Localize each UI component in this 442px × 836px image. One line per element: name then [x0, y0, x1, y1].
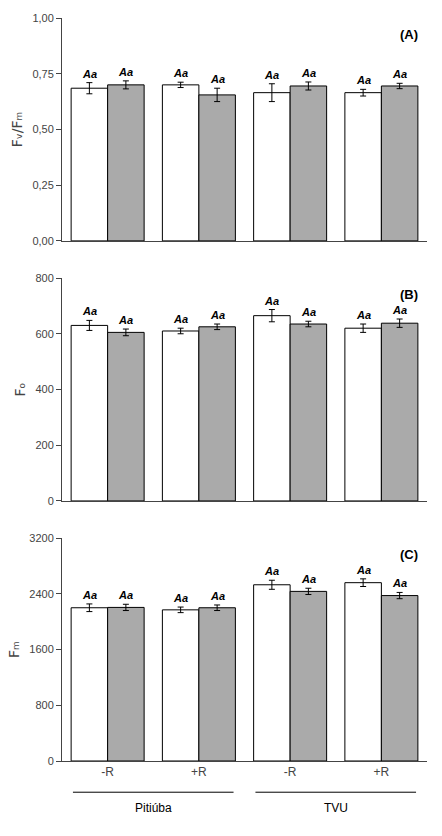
svg-text:Aa: Aa: [264, 69, 279, 81]
svg-text:Aa: Aa: [210, 73, 225, 85]
svg-text:Aa: Aa: [392, 304, 407, 316]
svg-text:-R: -R: [101, 765, 114, 779]
svg-text:Aa: Aa: [210, 309, 225, 321]
svg-text:(C): (C): [400, 547, 418, 562]
svg-text:Aa: Aa: [82, 68, 97, 80]
svg-text:Aa: Aa: [118, 66, 133, 78]
svg-text:1600: 1600: [29, 643, 53, 655]
svg-text:Aa: Aa: [264, 565, 279, 577]
svg-text:Aa: Aa: [173, 67, 188, 79]
svg-text:Aa: Aa: [210, 590, 225, 602]
svg-text:Aa: Aa: [356, 309, 371, 321]
svg-text:Aa: Aa: [118, 314, 133, 326]
svg-text:Fₘ: Fₘ: [6, 641, 22, 658]
svg-text:0: 0: [48, 755, 54, 767]
svg-text:+R: +R: [374, 765, 390, 779]
svg-text:0,75: 0,75: [32, 68, 53, 80]
svg-text:Aa: Aa: [301, 306, 316, 318]
svg-text:0,25: 0,25: [32, 179, 53, 191]
svg-text:Aa: Aa: [173, 592, 188, 604]
svg-text:800: 800: [35, 699, 53, 711]
svg-text:Fₒ: Fₒ: [12, 383, 28, 397]
svg-text:(A): (A): [400, 27, 418, 42]
svg-text:0,50: 0,50: [32, 123, 53, 135]
svg-text:Aa: Aa: [301, 573, 316, 585]
svg-text:Aa: Aa: [301, 67, 316, 79]
svg-text:3200: 3200: [29, 532, 53, 544]
svg-text:Aa: Aa: [392, 68, 407, 80]
svg-text:600: 600: [35, 328, 53, 340]
svg-text:Aa: Aa: [82, 305, 97, 317]
svg-text:1,00: 1,00: [32, 12, 53, 24]
svg-text:Aa: Aa: [118, 589, 133, 601]
svg-text:Aa: Aa: [392, 577, 407, 589]
svg-text:(B): (B): [400, 287, 418, 302]
svg-text:Aa: Aa: [173, 313, 188, 325]
svg-text:+R: +R: [191, 765, 207, 779]
svg-text:Aa: Aa: [264, 295, 279, 307]
svg-text:Aa: Aa: [356, 564, 371, 576]
svg-text:0: 0: [48, 495, 54, 507]
svg-text:200: 200: [35, 439, 53, 451]
svg-text:Fᵥ/Fₘ: Fᵥ/Fₘ: [9, 112, 25, 147]
svg-text:Aa: Aa: [82, 589, 97, 601]
svg-text:Aa: Aa: [356, 74, 371, 86]
svg-text:2400: 2400: [29, 588, 53, 600]
svg-text:800: 800: [35, 272, 53, 284]
svg-text:400: 400: [35, 383, 53, 395]
svg-text:Pitiúba: Pitiúba: [135, 801, 172, 815]
svg-text:0,00: 0,00: [32, 235, 53, 247]
svg-text:TVU: TVU: [324, 801, 348, 815]
svg-text:-R: -R: [284, 765, 297, 779]
